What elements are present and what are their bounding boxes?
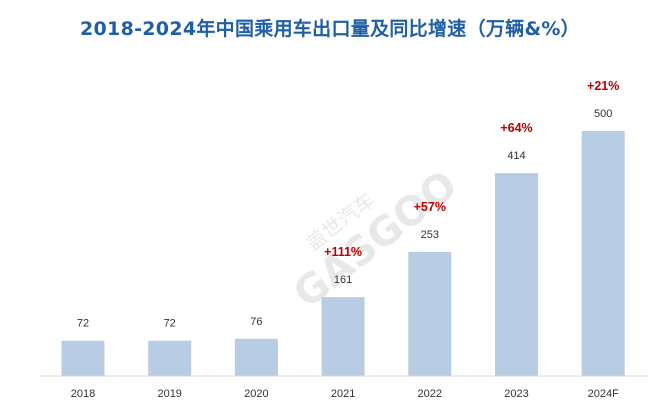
x-tick-label-2021: 2021 — [331, 388, 355, 400]
value-label-2023: 414 — [507, 150, 525, 162]
bar-2022 — [408, 252, 452, 376]
bar-2023 — [495, 173, 538, 376]
value-label-2019: 72 — [164, 318, 176, 330]
growth-label-2021: +111% — [324, 245, 362, 259]
bar-2018 — [61, 340, 105, 376]
bar-2021 — [321, 297, 365, 376]
growth-label-2023: +64% — [500, 121, 532, 135]
chart-title: 2018-2024年中国乘用车出口量及同比增速（万辆&%） — [80, 18, 580, 40]
bar-2020 — [234, 338, 278, 376]
value-label-2020: 76 — [250, 316, 262, 328]
bar-2024F — [581, 131, 625, 376]
x-tick-label-2020: 2020 — [244, 388, 268, 400]
growth-label-2022: +57% — [414, 200, 446, 214]
x-tick-label-2024F: 2024F — [588, 388, 619, 400]
x-tick-label-2023: 2023 — [504, 388, 528, 400]
growth-label-2024F: +21% — [587, 79, 619, 93]
value-label-2024F: 500 — [594, 108, 612, 120]
bar-2019 — [148, 340, 192, 376]
value-label-2022: 253 — [421, 229, 439, 241]
x-tick-label-2018: 2018 — [71, 388, 95, 400]
bars-group: 72 2018 72 2019 76 2020 161 +111% 2021 253 +57% 202… — [61, 79, 625, 400]
x-tick-label-2019: 2019 — [157, 388, 181, 400]
value-label-2021: 161 — [334, 274, 352, 286]
x-tick-label-2022: 2022 — [418, 388, 442, 400]
value-label-2018: 72 — [77, 318, 89, 330]
